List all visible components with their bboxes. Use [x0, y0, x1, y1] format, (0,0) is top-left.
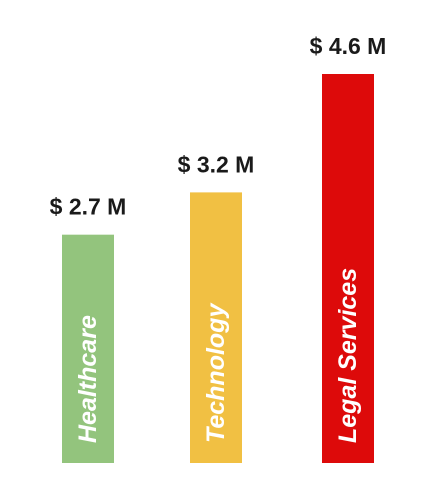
category-labels-layer: Healthcare Technology Legal Services — [74, 268, 362, 443]
value-label-legal-services: $ 4.6 M — [310, 33, 387, 59]
bar-technology — [190, 192, 242, 464]
bar-healthcare — [62, 234, 114, 463]
category-label-technology: Technology — [202, 303, 230, 443]
category-label-healthcare: Healthcare — [74, 315, 102, 443]
category-label-legal-services: Legal Services — [334, 268, 362, 443]
value-label-healthcare: $ 2.7 M — [50, 194, 127, 220]
bar-legal-services — [322, 74, 374, 463]
value-label-technology: $ 3.2 M — [178, 151, 255, 177]
value-labels-layer: $ 2.7 M $ 3.2 M $ 4.6 M — [50, 33, 387, 220]
bars-layer — [62, 74, 374, 464]
